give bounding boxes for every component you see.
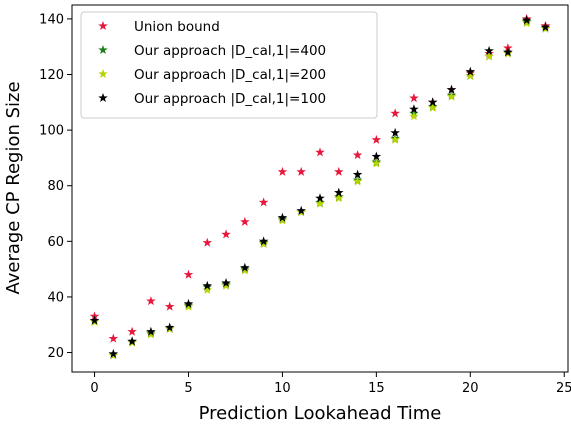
legend: Union bound Our approach |D_cal,1|=400 Our… (80, 11, 378, 119)
point-s2-12 (315, 198, 325, 208)
point-s3-24 (540, 22, 551, 32)
point-s3-16 (390, 127, 400, 137)
legend-label-3: Our approach |D_cal,1|=100 (134, 91, 326, 107)
point-s3-21 (484, 45, 494, 55)
point-s2-13 (334, 193, 344, 203)
x-tick-label-1: 5 (184, 381, 192, 396)
point-s2-21 (484, 51, 494, 61)
x-axis-label: Prediction Lookahead Time (199, 403, 442, 424)
point-s0-11 (296, 166, 306, 176)
point-s3-12 (315, 193, 325, 203)
legend-item-0: Union bound (98, 19, 220, 35)
point-s3-23 (521, 15, 532, 25)
point-s3-11 (296, 205, 306, 215)
y-tick-label-3: 80 (47, 179, 64, 194)
point-s0-16 (390, 108, 400, 118)
legend-marker-1 (98, 45, 108, 55)
x-axis-ticks: 0 5 10 15 20 25 (90, 372, 571, 396)
legend-marker-3 (98, 93, 108, 103)
point-s2-18 (427, 102, 438, 112)
plot-marks (89, 13, 551, 360)
point-s0-17 (409, 93, 419, 103)
point-s3-6 (202, 280, 213, 290)
legend-marker-0 (98, 21, 108, 31)
point-s3-1 (108, 348, 119, 358)
point-s3-2 (127, 336, 137, 346)
y-tick-label-0: 20 (47, 346, 64, 361)
point-s3-10 (277, 212, 288, 222)
point-s0-14 (352, 150, 363, 160)
legend-box (80, 11, 378, 119)
point-s0-4 (164, 301, 175, 311)
point-s0-6 (202, 237, 213, 247)
y-tick-label-6: 140 (39, 12, 64, 27)
point-s3-4 (164, 322, 175, 332)
point-s2-23 (521, 18, 532, 28)
point-s2-20 (465, 70, 476, 80)
point-s0-3 (146, 296, 156, 306)
y-axis-ticks: 20 40 60 80 100 120 140 (39, 12, 72, 361)
point-s3-0 (89, 315, 100, 325)
point-s2-10 (277, 215, 288, 225)
point-s3-22 (503, 47, 513, 57)
point-s0-7 (221, 229, 231, 239)
point-s2-7 (221, 280, 231, 290)
y-axis-label: Average CP Region Size (3, 81, 24, 294)
y-tick-label-1: 40 (47, 290, 64, 305)
point-s0-15 (371, 134, 382, 144)
point-s2-15 (371, 158, 382, 168)
point-s3-7 (221, 278, 231, 288)
x-tick-label-4: 20 (462, 381, 479, 396)
y-tick-label-5: 120 (39, 68, 64, 83)
point-s3-19 (446, 84, 457, 94)
point-s2-16 (390, 134, 400, 144)
point-s0-9 (258, 197, 269, 207)
point-s3-8 (240, 262, 250, 272)
point-s3-17 (409, 104, 419, 114)
point-s2-5 (183, 301, 194, 311)
y-tick-label-2: 60 (47, 235, 64, 250)
point-s0-2 (127, 326, 137, 336)
point-s0-1 (108, 333, 119, 343)
point-s3-14 (352, 169, 363, 179)
point-s3-5 (183, 298, 194, 308)
point-s2-9 (258, 239, 269, 249)
point-s3-18 (427, 97, 438, 107)
x-tick-label-2: 10 (274, 381, 291, 396)
point-s0-8 (240, 216, 250, 226)
legend-label-2: Our approach |D_cal,1|=200 (134, 67, 326, 83)
x-tick-label-5: 25 (556, 381, 571, 396)
point-s3-3 (146, 326, 156, 336)
legend-item-2: Our approach |D_cal,1|=200 (98, 67, 326, 83)
point-s3-9 (258, 236, 269, 246)
series-3 (89, 15, 551, 358)
point-s3-20 (465, 66, 476, 76)
point-s0-5 (183, 269, 194, 279)
plot-frame (71, 4, 569, 373)
point-s3-13 (334, 187, 344, 197)
legend-item-1: Our approach |D_cal,1|=400 (98, 43, 326, 59)
point-s2-14 (352, 176, 363, 186)
legend-label-1: Our approach |D_cal,1|=400 (134, 43, 326, 59)
x-tick-label-0: 0 (90, 381, 98, 396)
point-s2-3 (146, 329, 156, 339)
point-s0-12 (315, 147, 325, 157)
y-tick-label-4: 100 (39, 124, 64, 139)
point-s0-13 (334, 166, 344, 176)
point-s3-15 (371, 151, 382, 161)
point-s0-10 (277, 166, 288, 176)
point-s2-19 (446, 91, 457, 101)
point-s2-17 (409, 111, 419, 121)
point-s2-6 (202, 284, 213, 295)
legend-marker-2 (98, 69, 108, 79)
point-s2-8 (240, 265, 250, 275)
x-tick-label-3: 15 (368, 381, 385, 396)
legend-label-0: Union bound (134, 19, 220, 35)
legend-item-3: Our approach |D_cal,1|=100 (98, 91, 326, 107)
